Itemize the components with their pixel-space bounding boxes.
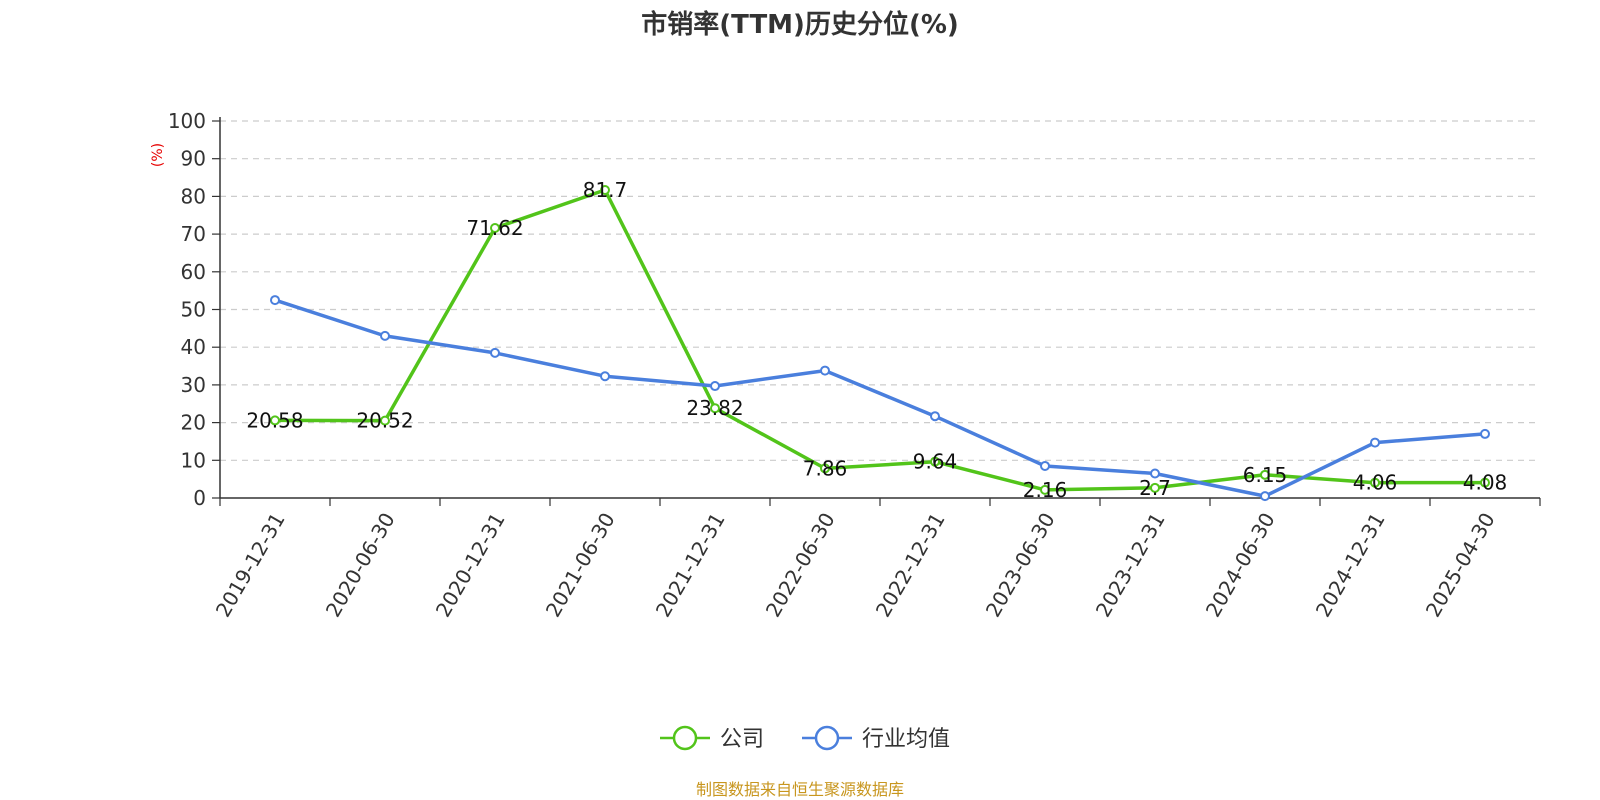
legend-label: 行业均值 [862,727,950,752]
series-lines [274,188,1486,498]
data-point [380,330,390,341]
legend-label: 公司 [720,727,764,752]
data-point [490,347,500,358]
data-label: 7.86 [803,456,848,480]
data-point [930,411,940,422]
gridlines [220,120,1540,461]
x-tick-labels: 2019-12-31 2020-06-30 2020-12-31 2021-06-30… [211,509,1500,622]
data-point [1040,460,1050,471]
data-point [270,295,280,306]
x-tick-label: 2022-06-30 [761,509,840,622]
data-point [1260,491,1270,502]
y-tick-label: 90 [181,147,206,171]
x-tick-label: 2022-12-31 [871,509,950,622]
x-tick-label: 2025-04-30 [1421,509,1500,622]
data-point [1370,477,1380,488]
data-label: 2.16 [1023,478,1068,502]
data-point [270,415,280,426]
series-points [270,184,1490,502]
data-point [1370,437,1380,448]
data-point [930,456,940,467]
x-tick-label: 2019-12-31 [211,509,290,622]
data-point [1040,484,1050,495]
source-note: 制图数据来自恒生聚源数据库 [696,780,904,799]
series-line-1 [274,298,1486,498]
legend[interactable]: 公司 行业均值 [660,725,950,752]
data-point [490,222,500,233]
data-point [1480,428,1490,439]
x-tick-label: 2023-06-30 [981,509,1060,622]
series-line-0 [274,188,1486,492]
y-axis-label: (%) [150,143,166,167]
y-tick-label: 100 [168,109,206,133]
data-label: 20.52 [356,409,413,433]
y-tick-label: 0 [193,486,206,510]
x-tick-label: 2020-12-31 [431,509,510,622]
data-point [1150,482,1160,493]
x-tick-label: 2021-12-31 [651,509,730,622]
data-point [600,371,610,382]
data-label: 4.08 [1463,471,1508,495]
data-point [1480,477,1490,488]
data-label: 23.82 [686,396,743,420]
x-tick-label: 2024-06-30 [1201,509,1280,622]
axes [212,117,1541,506]
y-tick-label: 80 [181,184,206,208]
x-tick-label: 2021-06-30 [541,509,620,622]
data-label: 71.62 [466,216,523,240]
y-tick-label: 60 [181,260,206,284]
data-label: 81.7 [583,178,628,202]
legend-marker [672,725,698,751]
x-tick-label: 2020-06-30 [321,509,400,622]
x-tick-label: 2023-12-31 [1091,509,1170,622]
data-label: 6.15 [1243,463,1288,487]
chart-title: 市销率(TTM)历史分位(%) [641,9,959,40]
data-label: 4.06 [1353,471,1398,495]
data-label: 9.64 [913,450,958,474]
y-tick-labels: 0 10 20 30 40 50 60 70 80 90 100 [168,109,206,510]
data-point [1150,468,1160,479]
y-tick-label: 50 [181,298,206,322]
x-tick-label: 2024-12-31 [1311,509,1390,622]
y-tick-label: 10 [181,448,206,472]
y-tick-label: 40 [181,335,206,359]
data-point [820,463,830,474]
data-point [710,381,720,392]
data-label: 20.58 [246,408,303,432]
data-labels: 20.58 20.52 71.62 81.7 23.82 7.86 9.64 2.16 2.7 6… [246,178,1507,502]
legend-marker [814,725,840,751]
y-tick-label: 70 [181,222,206,246]
data-point [600,184,610,195]
y-tick-label: 20 [181,411,206,435]
data-point [820,365,830,376]
data-point [710,403,720,414]
data-point [380,415,390,426]
y-tick-label: 30 [181,373,206,397]
data-point [1260,469,1270,480]
data-label: 2.7 [1139,476,1171,500]
